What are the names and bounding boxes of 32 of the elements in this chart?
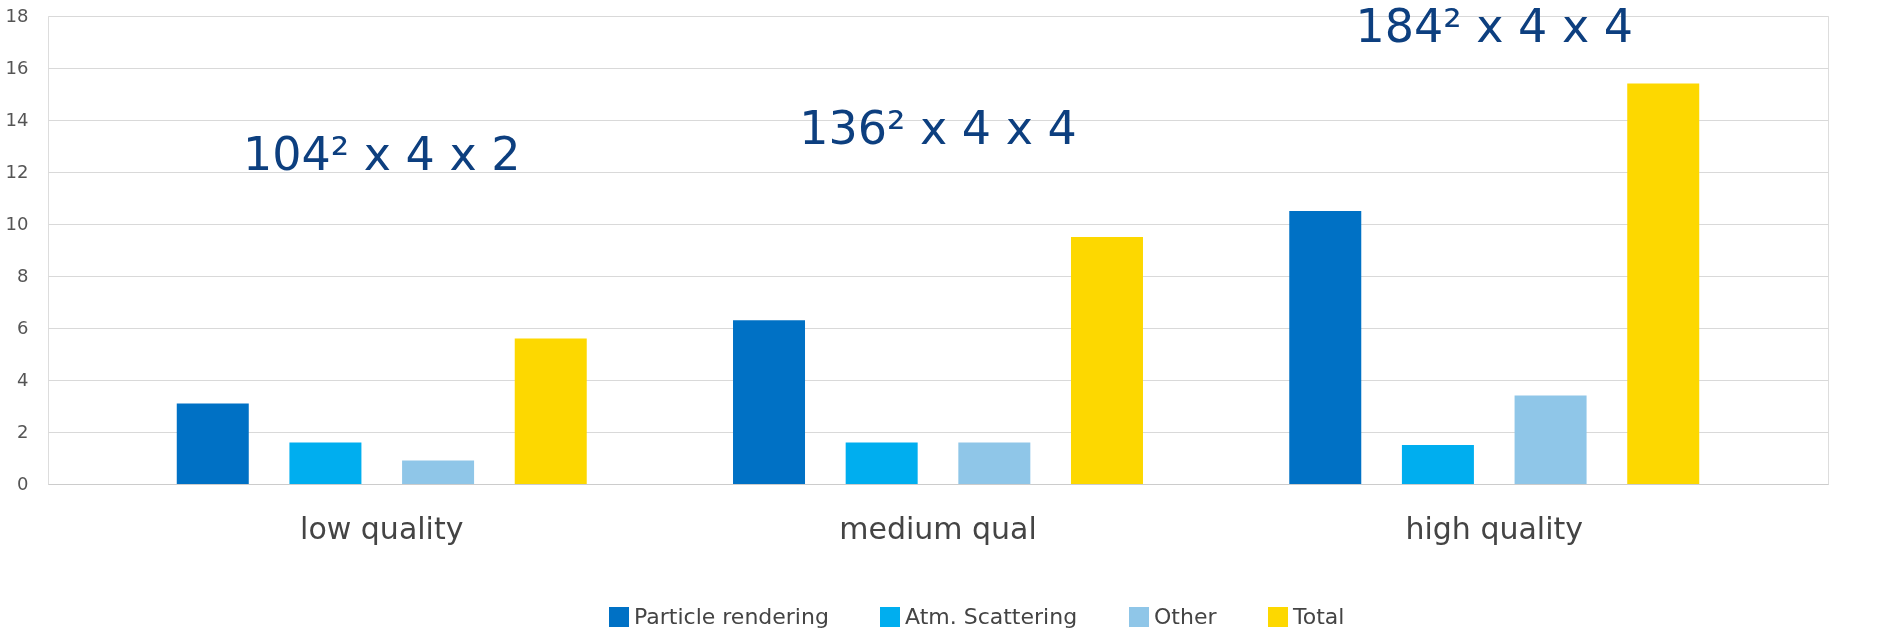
bar	[402, 460, 475, 484]
y-tick-label: 4	[17, 368, 29, 390]
y-tick-label: 10	[5, 212, 29, 234]
y-tick-label: 8	[17, 264, 29, 286]
y-tick-label: 12	[5, 160, 29, 182]
y-tick-label: 6	[17, 316, 29, 338]
bar	[958, 442, 1031, 484]
bar	[1070, 237, 1143, 484]
annotation: 184² x 4 x 4	[1355, 0, 1634, 53]
bar	[514, 338, 587, 484]
legend-label: Atm. Scattering	[905, 604, 1078, 629]
annotation: 136² x 4 x 4	[799, 101, 1077, 155]
legend-label: Particle rendering	[634, 604, 829, 629]
y-tick-label: 16	[5, 56, 29, 78]
x-tick-label: low quality	[300, 510, 464, 546]
y-tick-label: 14	[5, 108, 29, 130]
x-tick-label: medium qual	[839, 510, 1037, 546]
bar	[845, 442, 918, 484]
y-tick-label: 2	[17, 420, 29, 442]
y-tick-label: 0	[17, 472, 29, 494]
x-tick-label: high quality	[1405, 510, 1584, 546]
annotation: 104² x 4 x 2	[242, 127, 521, 181]
bar	[1514, 395, 1587, 484]
bar	[733, 320, 806, 484]
legend-label: Other	[1154, 604, 1218, 629]
bar	[289, 442, 362, 484]
bar	[1627, 83, 1700, 484]
bar	[1401, 445, 1474, 484]
legend-label: Total	[1292, 604, 1345, 629]
bar	[176, 403, 249, 484]
bar	[1289, 211, 1362, 484]
y-tick-label: 18	[5, 4, 29, 26]
